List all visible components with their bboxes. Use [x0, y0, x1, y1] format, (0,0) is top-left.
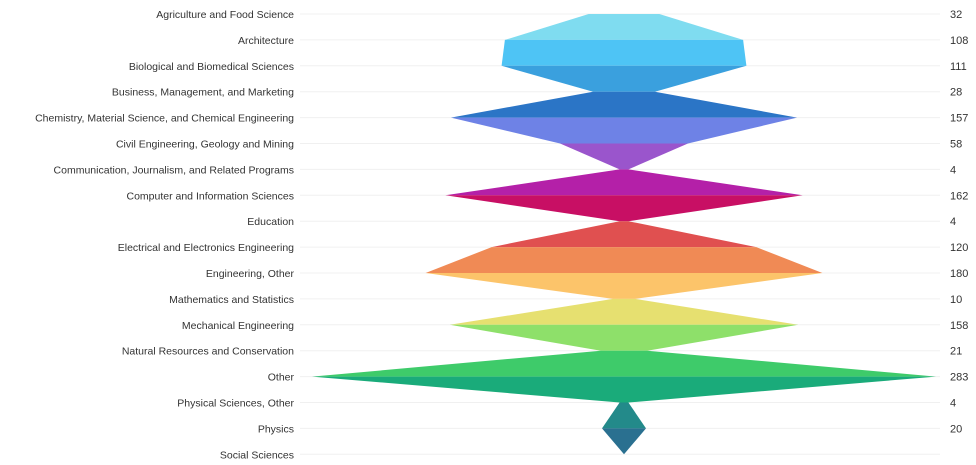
area-segment: [501, 39, 747, 66]
area-segment: [449, 324, 799, 351]
category-label: Mechanical Engineering: [182, 320, 294, 332]
category-label: Electrical and Electronics Engineering: [118, 242, 294, 254]
category-label: Natural Resources and Conservation: [122, 346, 294, 358]
category-label: Physical Sciences, Other: [177, 398, 294, 410]
value-label: 20: [950, 423, 962, 435]
value-label: 162: [950, 190, 968, 202]
value-label: 111: [950, 61, 967, 73]
value-label: 21: [950, 346, 962, 358]
category-label: Computer and Information Sciences: [126, 190, 294, 202]
value-label: 120: [950, 242, 968, 254]
area-segment: [450, 91, 798, 118]
value-label: 58: [950, 139, 962, 151]
category-label: Chemistry, Material Science, and Chemica…: [35, 113, 294, 125]
area-segment: [491, 221, 757, 248]
area-segment: [602, 428, 646, 455]
value-label: 4: [950, 398, 956, 410]
value-label: 283: [950, 372, 968, 384]
category-label: Civil Engineering, Geology and Mining: [116, 139, 294, 151]
category-label: Social Sciences: [220, 449, 294, 461]
category-label: Other: [268, 372, 295, 384]
category-label: Architecture: [238, 35, 294, 47]
area-segment: [312, 376, 936, 403]
value-label: 4: [950, 164, 956, 176]
area-segment: [445, 195, 803, 222]
area-segment: [501, 65, 747, 92]
category-label: Mathematics and Statistics: [169, 294, 294, 306]
category-label: Education: [247, 216, 294, 228]
area-segment: [312, 350, 936, 377]
category-label: Biological and Biomedical Sciences: [129, 61, 294, 73]
value-label: 158: [950, 320, 968, 332]
value-label: 32: [950, 9, 962, 21]
area-segment: [445, 169, 803, 196]
category-label: Physics: [258, 423, 294, 435]
area-segment: [504, 14, 744, 40]
area-segment: [449, 298, 799, 325]
value-label: 28: [950, 87, 962, 99]
area-segment: [450, 117, 798, 144]
area-segment: [425, 273, 823, 299]
value-label: 4: [950, 216, 956, 228]
value-label: 180: [950, 268, 968, 280]
category-label: Engineering, Other: [206, 268, 295, 280]
category-label: Agriculture and Food Science: [156, 9, 294, 21]
category-label: Communication, Journalism, and Related P…: [54, 164, 294, 176]
area-segment: [425, 247, 823, 273]
value-label: 157: [950, 113, 968, 125]
category-label: Business, Management, and Marketing: [112, 87, 294, 99]
area-segment: [560, 143, 688, 170]
value-label: 108: [950, 35, 968, 47]
area-segment: [602, 402, 646, 429]
value-label: 10: [950, 294, 962, 306]
